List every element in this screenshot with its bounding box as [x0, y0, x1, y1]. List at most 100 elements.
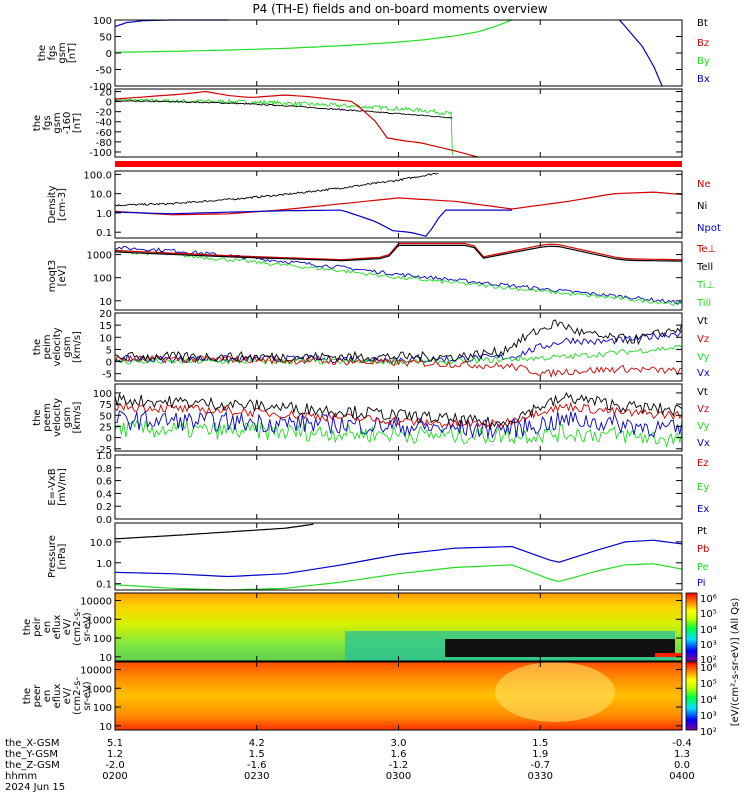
y-axis-label: the	[32, 339, 43, 355]
series-line-peem-2	[114, 400, 683, 429]
x-axis-value: 0.0	[674, 760, 690, 771]
series-line-peim-2	[114, 354, 683, 379]
y-axis-label: [eV]	[57, 266, 68, 287]
colorbar-tick: 10³	[700, 711, 717, 722]
legend-entry: Vz	[697, 334, 709, 345]
y-axis-label: [nT]	[67, 43, 78, 63]
y-tick-label: -20	[96, 108, 112, 119]
y-axis-label: the	[22, 688, 33, 704]
legend-entry: Vx	[697, 438, 710, 449]
legend-entry: Npot	[697, 223, 721, 234]
y-tick-label: 50	[99, 33, 112, 44]
x-axis-row-label: the_Y-GSM	[5, 749, 58, 760]
x-axis-value: 0400	[669, 771, 694, 782]
y-axis-label: sr-eV)	[82, 612, 93, 641]
y-axis-label: peer	[32, 684, 43, 708]
y-tick-label: -80	[96, 138, 112, 149]
y-axis-label: Density	[47, 185, 58, 223]
y-tick-label: 1.0	[96, 209, 112, 220]
panel-frame	[114, 522, 683, 591]
series-line-moqt3-0	[114, 245, 683, 305]
x-axis-value: 1.3	[674, 749, 690, 760]
y-tick-label: 100.0	[83, 170, 112, 181]
y-axis-label: peem	[42, 403, 53, 431]
legend-entry: Ez	[697, 458, 709, 469]
spectrogram-dropout	[655, 653, 682, 657]
colorbar-tick: 10⁴	[700, 695, 717, 706]
x-axis-value: 1.9	[532, 749, 548, 760]
date-label: 2024 Jun 15	[5, 782, 65, 793]
legend-entry: Te⊥	[696, 244, 716, 255]
panel-frame	[114, 88, 683, 158]
legend-entry: Till	[696, 298, 711, 309]
series-line-pressure-1	[114, 539, 683, 578]
legend-entry: Ex	[697, 504, 709, 515]
y-axis-label: gsm	[62, 336, 73, 357]
y-axis-label: Pressure	[47, 535, 58, 578]
y-tick-label: 50	[99, 411, 112, 422]
x-axis-value: 4.2	[249, 738, 265, 749]
panel-peer: 10000 1000 100 10 the peer en eflux eV/(cm2-s-sr…	[22, 661, 683, 733]
y-tick-label: 100	[93, 634, 112, 645]
y-tick-label: 0	[106, 98, 112, 109]
x-axis-value: -2.0	[105, 760, 125, 771]
y-tick-label: -40	[96, 118, 112, 129]
y-tick-label: 0.2	[96, 502, 112, 513]
y-tick-label: -5	[102, 370, 112, 381]
y-axis-label: [km/s]	[72, 331, 83, 363]
series-line-fgs-1	[114, 19, 513, 53]
panel-frame	[114, 312, 683, 382]
y-axis-label: [nT]	[72, 113, 83, 133]
series-line-pressure-0	[114, 523, 314, 540]
y-axis-label: en	[42, 690, 53, 703]
series-line-peem-3	[114, 391, 683, 430]
status-bar	[115, 161, 682, 167]
y-axis-label: moqt3	[47, 260, 58, 293]
y-tick-label: 0.0	[96, 515, 112, 526]
y-tick-label: 100	[93, 389, 112, 400]
colorbar-tick: 10²	[700, 727, 717, 738]
x-axis-value: 0200	[102, 771, 127, 782]
colorbar	[685, 592, 698, 662]
y-tick-label: 0.1	[96, 580, 112, 591]
y-axis-label: en	[42, 621, 53, 634]
legend-entry: Bx	[697, 74, 710, 85]
panel-frame	[114, 241, 683, 311]
colorbar	[685, 661, 698, 731]
y-axis-label: velocity	[52, 327, 63, 366]
y-axis-label: eflux	[52, 615, 63, 640]
legend-entry: Ne	[697, 179, 711, 190]
series-line-peim-0	[114, 329, 683, 364]
panel-density: 100.0 10.0 1.0 0.1 Density [cm-3] Ne Ni Npot	[47, 170, 721, 239]
x-axis-value: 1.6	[391, 749, 407, 760]
colorbar-tick: 10⁵	[700, 679, 717, 690]
y-tick-label: 0	[106, 49, 112, 60]
y-tick-label: -50	[96, 66, 112, 77]
y-tick-label: 10.0	[90, 538, 112, 549]
x-axis-value: 1.5	[532, 738, 548, 749]
colorbar-label: [eV/(cm²-s-sr-eV)] (All Qs)	[730, 598, 741, 727]
y-axis-label: peim	[42, 334, 53, 359]
y-tick-label: -60	[96, 128, 112, 139]
panel-peir: 10000 1000 100 10 the peir en eflux eV/(cm2-s-sr…	[22, 592, 683, 664]
y-axis-label: the	[22, 619, 33, 635]
legend-entry: Pt	[697, 526, 707, 537]
panel-moqt3: 1000 100 10 moqt3 [eV] Te⊥ Tell Ti⊥ Till	[47, 241, 716, 311]
y-tick-label: 1000	[87, 684, 112, 695]
y-axis-label: (cm2-s-	[72, 677, 83, 715]
y-axis-label: sr-eV)	[82, 681, 93, 710]
y-axis-label: gsm	[62, 407, 73, 428]
y-axis-label: fgs	[47, 45, 58, 60]
y-tick-label: 0	[106, 358, 112, 369]
y-tick-label: 100	[93, 274, 112, 285]
x-axis-value: 1.2	[107, 749, 123, 760]
series-line-pressure-2	[114, 563, 683, 591]
y-tick-label: 1.0	[96, 451, 112, 462]
y-tick-label: 25	[99, 422, 112, 433]
legend-entry: Vx	[697, 368, 710, 379]
x-axis-value: -1.6	[247, 760, 267, 771]
series-line-peim-3	[114, 319, 683, 363]
y-axis-label: the	[32, 115, 43, 131]
